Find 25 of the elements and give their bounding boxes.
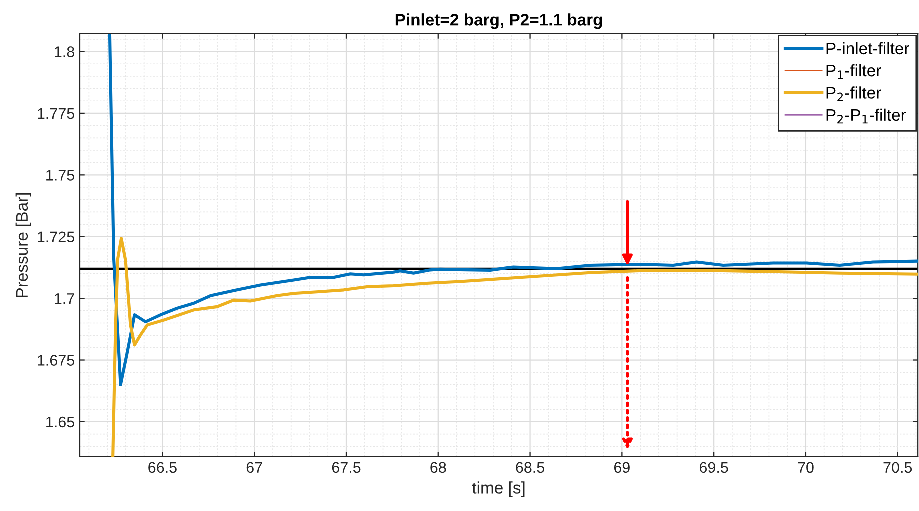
- x-tick-label: 68.5: [516, 462, 545, 474]
- y-tick-label: 1.7: [55, 294, 74, 304]
- x-tick-label: 66.5: [148, 462, 177, 474]
- chart-title: Pinlet=2 barg, P2=1.1 barg: [396, 14, 602, 30]
- x-tick-label: 70: [798, 462, 814, 474]
- x-tick-label: 69: [614, 462, 630, 474]
- legend-label: P$_{2}$-filter: [826, 86, 882, 102]
- line-series: [108, 34, 918, 386]
- y-tick-label: 1.65: [46, 416, 74, 428]
- x-tick-label: 69.5: [700, 462, 728, 474]
- legend-label: P-inlet-filter: [826, 42, 910, 55]
- x-tick-label: 70.5: [884, 462, 912, 474]
- y-tick-label: 1.75: [46, 170, 74, 181]
- y-tick-label: 1.775: [38, 108, 74, 120]
- x-tick-label: 67.5: [332, 462, 361, 474]
- line-series: [112, 237, 918, 457]
- legend-label: P$_{1}$-filter: [826, 64, 882, 80]
- y-tick-label: 1.725: [38, 232, 74, 243]
- x-tick-label: 67: [246, 462, 262, 474]
- x-tick-label: 68: [430, 462, 446, 474]
- x-axis-title: time [s]: [472, 482, 525, 498]
- legend-label: P$_{2}$-P$_{1}$-filter: [826, 108, 906, 124]
- y-tick-label: 1.8: [55, 46, 74, 58]
- y-tick-label: 1.675: [38, 355, 74, 366]
- y-axis-title: Pressure [Bar]: [16, 193, 32, 298]
